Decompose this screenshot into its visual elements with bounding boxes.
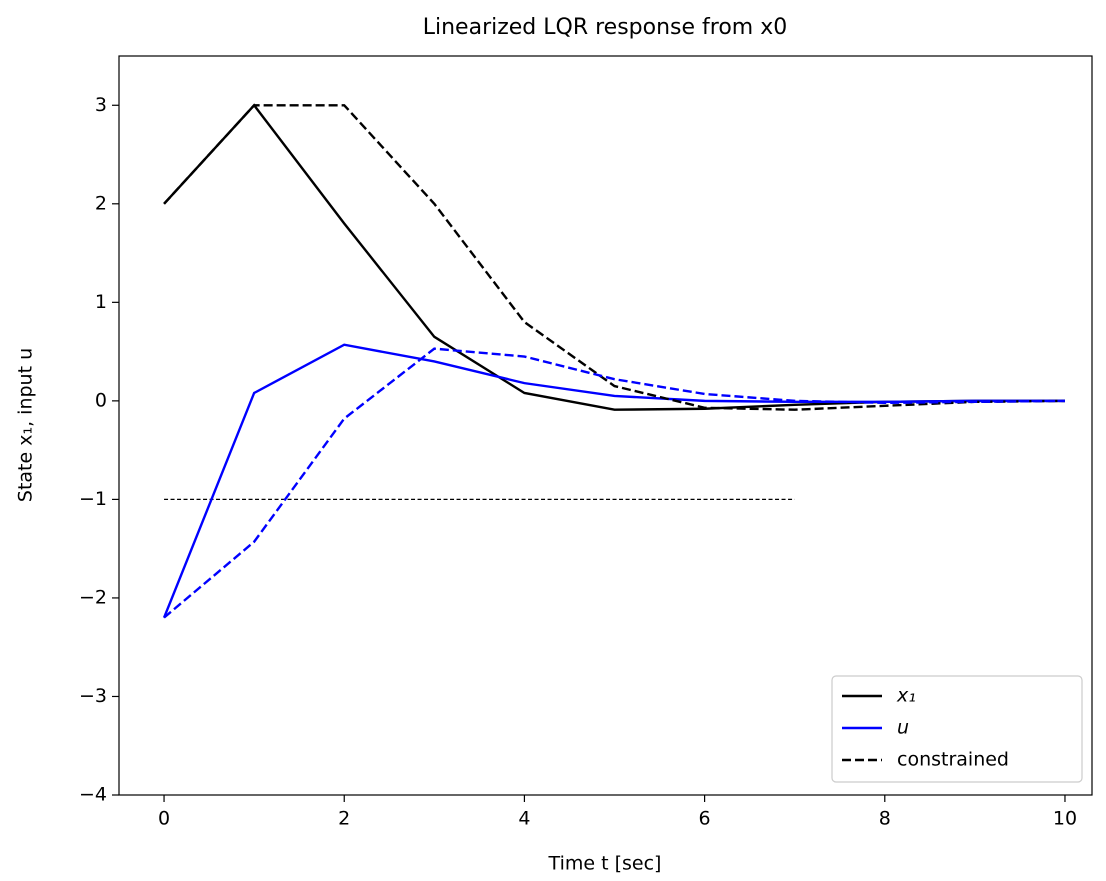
legend-label: u	[897, 717, 909, 739]
x-tick-label: 2	[338, 808, 350, 830]
series-line	[163, 104, 1065, 411]
chart-title: Linearized LQR response from x0	[423, 15, 788, 40]
legend-label: constrained	[897, 749, 1009, 771]
y-tick-label: −2	[79, 586, 107, 608]
series-line	[163, 103, 1065, 411]
y-tick-label: 2	[95, 192, 107, 214]
series-line	[163, 347, 1065, 619]
legend-label: x₁	[896, 685, 916, 707]
legend-box	[831, 675, 1083, 783]
plot-frame	[118, 55, 1093, 796]
y-tick-label: 0	[95, 389, 107, 411]
x-tick-label: 10	[1053, 808, 1077, 830]
x-axis-label: Time t [sec]	[548, 853, 662, 875]
x-tick-label: 8	[879, 808, 891, 830]
y-tick-label: −4	[79, 784, 107, 806]
series-line	[162, 343, 1065, 619]
x-tick-label: 0	[158, 808, 170, 830]
x-tick-label: 6	[699, 808, 711, 830]
y-tick-label: −3	[79, 685, 107, 707]
y-tick-label: −1	[79, 488, 107, 510]
y-tick-label: 1	[95, 291, 107, 313]
y-tick-label: 3	[95, 94, 107, 116]
y-axis-label: State x₁, input u	[15, 348, 37, 502]
x-tick-label: 4	[518, 808, 530, 830]
